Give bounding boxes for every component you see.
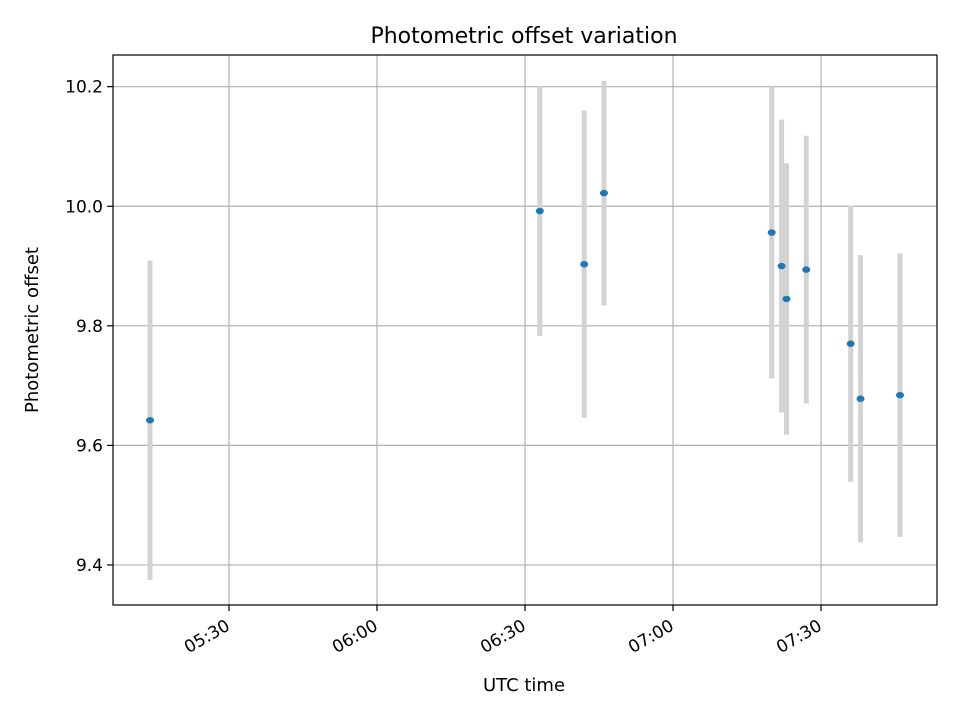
data-point [802,266,811,273]
data-point [895,391,904,399]
data-point [599,189,608,197]
x-axis-ticks: 05:30 06:00 06:30 07:00 07:30 [181,605,826,658]
y-axis-label: Photometric offset [22,247,43,413]
y-axis-ticks: 9.4 9.6 9.8 10.0 10.2 [65,78,113,576]
data-point [146,417,155,424]
x-tick-label: 06:00 [329,616,381,658]
x-tick-label: 06:30 [477,616,529,658]
y-tick-label: 9.4 [76,556,103,576]
data-points [146,189,904,424]
x-tick-label: 07:00 [625,616,677,658]
data-point [535,207,544,215]
grid [113,55,937,605]
data-point [846,340,855,347]
chart-title: Photometric offset variation [370,24,677,49]
data-point [580,261,589,268]
data-point [856,395,865,402]
x-tick-label: 07:30 [773,616,825,658]
y-tick-label: 9.8 [76,317,103,337]
y-tick-label: 10.0 [65,197,103,217]
y-tick-label: 10.2 [65,78,103,98]
x-axis-label: UTC time [483,675,565,696]
data-point [777,262,786,270]
data-point [782,295,791,303]
data-point [767,229,776,236]
x-tick-label: 05:30 [181,616,233,658]
y-tick-label: 9.6 [76,436,103,456]
